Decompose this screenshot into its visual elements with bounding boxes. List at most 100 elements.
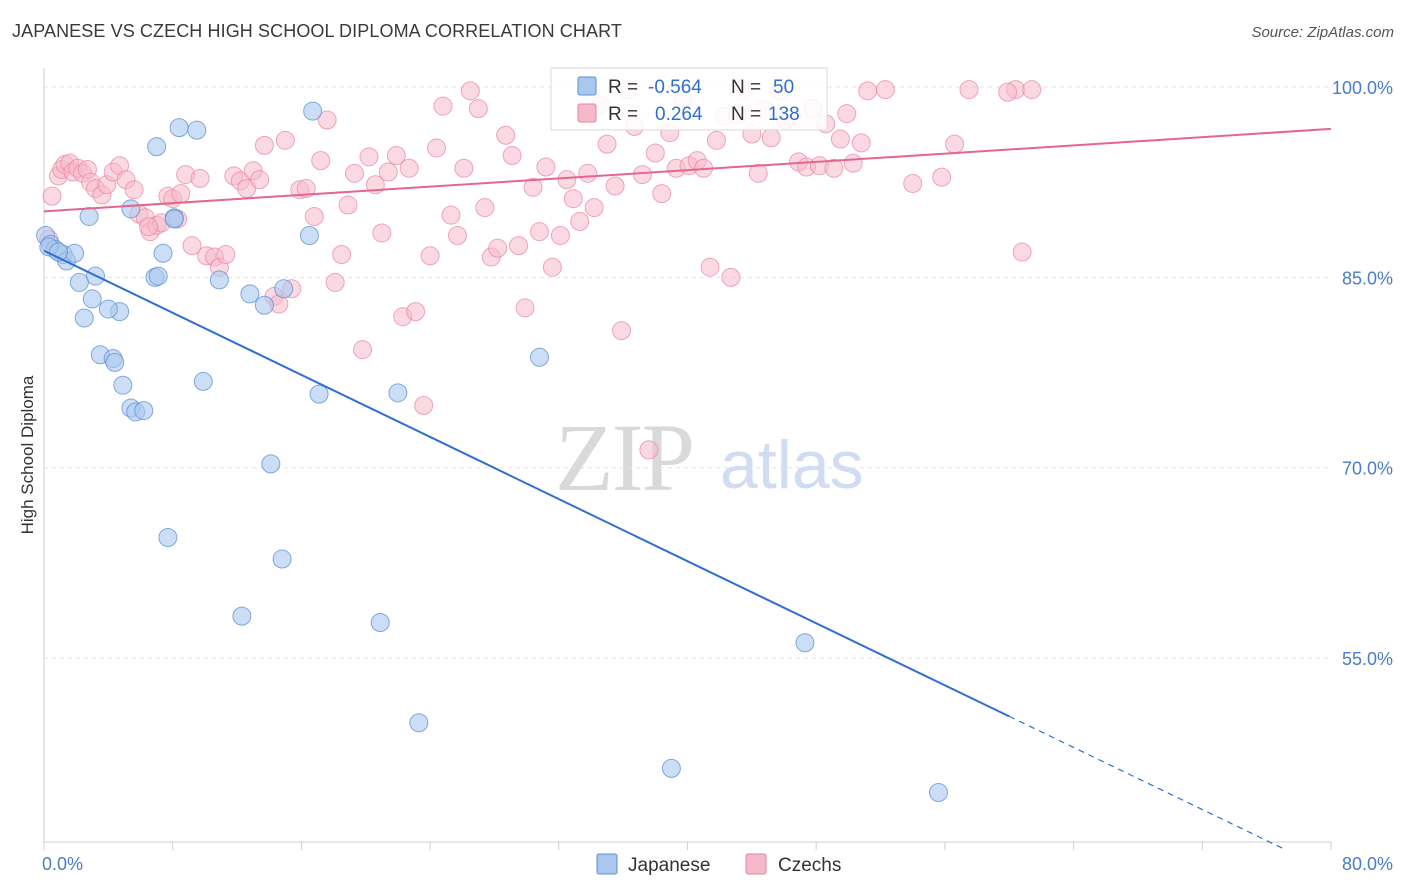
czech-point	[190, 168, 210, 188]
czech-point	[830, 129, 850, 149]
japanese-point	[169, 118, 189, 138]
czech-point	[344, 163, 364, 183]
czech-point	[645, 143, 665, 163]
japanese-point	[274, 279, 294, 299]
czech-point	[523, 177, 543, 197]
series-swatch-japanese	[596, 853, 618, 875]
japanese-point	[928, 783, 948, 803]
japanese-point	[529, 347, 549, 367]
chart-title: JAPANESE VS CZECH HIGH SCHOOL DIPLOMA CO…	[12, 21, 622, 41]
czech-point	[468, 99, 488, 119]
czech-point	[557, 170, 577, 190]
czech-point	[275, 130, 295, 150]
czech-point	[998, 82, 1018, 102]
czech-point	[124, 180, 144, 200]
czech-point	[605, 176, 625, 196]
japanese-points	[36, 101, 948, 803]
y-tick-labels: 100.0% 85.0% 70.0% 55.0%	[1332, 78, 1393, 669]
czech-point	[700, 257, 720, 277]
czech-point	[597, 134, 617, 154]
legend-n-label-czechs: N =	[731, 104, 761, 125]
czech-point	[652, 184, 672, 204]
czech-point	[454, 158, 474, 178]
y-tick-label: 70.0%	[1342, 459, 1393, 479]
japanese-point	[193, 371, 213, 391]
legend-swatch-czechs	[577, 103, 597, 123]
czech-point	[359, 147, 379, 167]
japanese-point	[303, 101, 323, 121]
japanese-point	[254, 295, 274, 315]
legend-r-label-czechs: R =	[608, 104, 638, 125]
czech-point	[721, 267, 741, 287]
series-legend: Japanese Czechs	[596, 853, 841, 876]
czech-trend-line	[43, 127, 1332, 213]
czech-point	[488, 238, 508, 258]
czech-point	[332, 245, 352, 265]
czech-point	[420, 246, 440, 266]
czech-point	[399, 158, 419, 178]
legend-r-value-czechs: 0.264	[655, 104, 703, 125]
legend-n-label-japanese: N =	[731, 77, 761, 98]
czech-point	[578, 163, 598, 183]
x-tick-label-min: 0.0%	[42, 854, 83, 874]
czech-point	[433, 96, 453, 116]
czech-point	[843, 153, 863, 173]
czech-point	[475, 198, 495, 218]
czech-point	[748, 163, 768, 183]
czech-point	[250, 170, 270, 190]
czech-point	[824, 158, 844, 178]
x-tick-label-max: 80.0%	[1342, 854, 1393, 874]
japanese-point	[388, 383, 408, 403]
czech-point	[761, 128, 781, 148]
japanese-point	[147, 137, 167, 157]
x-tick-labels: 0.0% 80.0%	[42, 854, 1393, 874]
czech-point	[372, 223, 392, 243]
japanese-point	[232, 606, 252, 626]
czech-point	[414, 396, 434, 416]
correlation-legend: R = -0.564 N = 50 R = 0.264 N = 138	[550, 67, 828, 131]
japanese-point	[148, 266, 168, 286]
y-tick-label: 100.0%	[1332, 78, 1393, 98]
japanese-point	[299, 225, 319, 245]
legend-swatch-japanese	[577, 76, 597, 96]
y-tick-label: 55.0%	[1342, 649, 1393, 669]
czech-point	[570, 212, 590, 232]
czech-point	[542, 257, 562, 277]
czech-point	[563, 189, 583, 209]
czech-point	[509, 236, 529, 256]
czech-point	[1012, 242, 1032, 262]
japanese-point	[795, 633, 815, 653]
czech-point	[254, 135, 274, 155]
japanese-point	[158, 527, 178, 547]
japanese-point	[79, 206, 99, 226]
japanese-point	[113, 375, 133, 395]
japanese-point	[105, 352, 125, 372]
czech-points	[39, 80, 1042, 460]
legend-r-value-japanese: -0.564	[648, 77, 702, 98]
czech-point	[932, 167, 952, 187]
series-swatch-czechs	[745, 853, 767, 875]
czech-point	[632, 165, 652, 185]
czech-point	[903, 173, 923, 193]
trend-lines	[43, 127, 1332, 849]
czech-point	[612, 321, 632, 341]
czech-point	[875, 80, 895, 100]
czech-point	[216, 245, 236, 265]
czech-point	[496, 125, 516, 145]
japanese-point	[82, 289, 102, 309]
czech-point	[447, 225, 467, 245]
czech-point	[317, 110, 337, 130]
czech-point	[550, 225, 570, 245]
czech-point	[171, 184, 191, 204]
czech-point	[502, 146, 522, 166]
japanese-point	[209, 270, 229, 290]
japanese-point	[409, 713, 429, 733]
japanese-point	[661, 758, 681, 778]
czech-point	[406, 302, 426, 322]
watermark-zip: ZIP	[555, 404, 693, 511]
y-axis-title: High School Diploma	[18, 375, 37, 534]
czech-point	[386, 146, 406, 166]
czech-point	[959, 80, 979, 100]
czech-point	[311, 151, 331, 171]
